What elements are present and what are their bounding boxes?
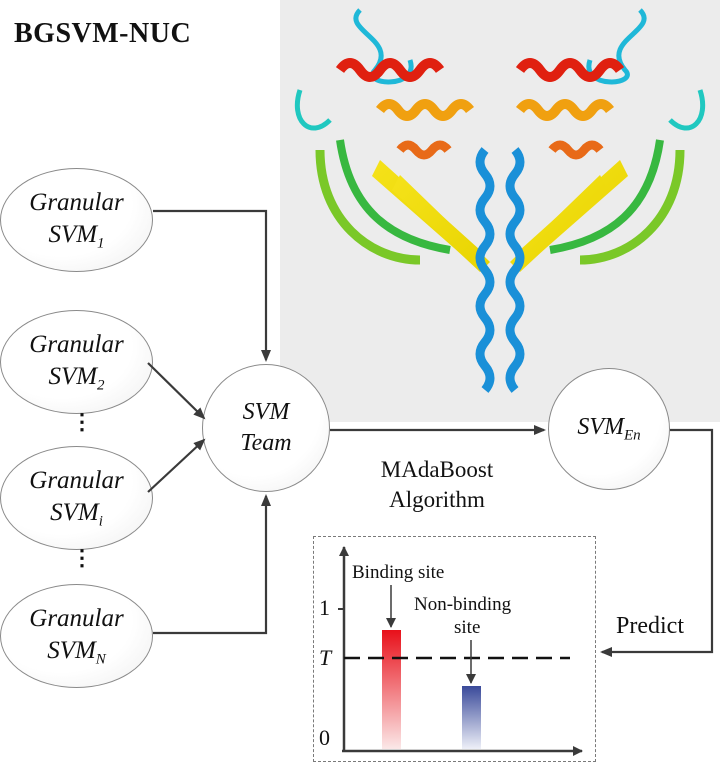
algorithm-line2: Algorithm [389,486,485,512]
svm-label: SVMN [47,636,106,667]
granular-word: Granular [29,467,124,495]
team-line2: Team [240,430,292,456]
y-tick-0: 0 [319,725,330,750]
granular-svm-i: Granular SVMi [0,446,153,550]
granular-word: Granular [29,605,124,633]
svm-ensemble-node: SVMEn [548,368,670,490]
granular-word: Granular [29,331,124,359]
algorithm-line1: MAdaBoost [380,457,494,482]
svm-label: SVMi [50,498,103,529]
granular-word: Granular [29,189,124,217]
predict-label: Predict [616,613,684,639]
svm-label: SVM2 [48,362,105,393]
protein-ribbon-drawing [294,8,706,393]
nonbinding-site-bar [462,686,481,749]
arrow-ensemble-to-predict [600,428,714,657]
team-line1: SVM [242,398,290,425]
algorithm-label: MAdaBoost Algorithm [352,455,522,515]
binding-site-label: Binding site [352,562,445,583]
y-tick-t: T [319,645,332,670]
binding-site-bar [382,630,401,749]
granular-svm-2: Granular SVM2 [0,310,153,414]
svm-label: SVM1 [48,220,105,251]
nonbinding-site-label-line1: Non-binding [414,594,512,615]
arrow-svmi-to-team [147,438,206,493]
y-tick-1: 1 [319,595,330,620]
prediction-plot [338,546,583,756]
prediction-plot-panel: Binding site Non-binding site 1 T 0 [313,536,596,762]
diagram-title: BGSVM-NUC [14,18,192,49]
arrow-svm2-to-team [147,362,206,420]
arrow-svm1-to-team [153,209,271,362]
nonbinding-site-label-line2: site [454,617,481,638]
arrow-svmn-to-team [153,494,271,635]
granular-svm-1: Granular SVM1 [0,168,153,272]
protein-structure-image [280,0,720,422]
granular-svm-n: Granular SVMN [0,584,153,688]
svm-team-node: SVM Team [202,364,330,492]
ensemble-label: SVMEn [577,414,641,444]
